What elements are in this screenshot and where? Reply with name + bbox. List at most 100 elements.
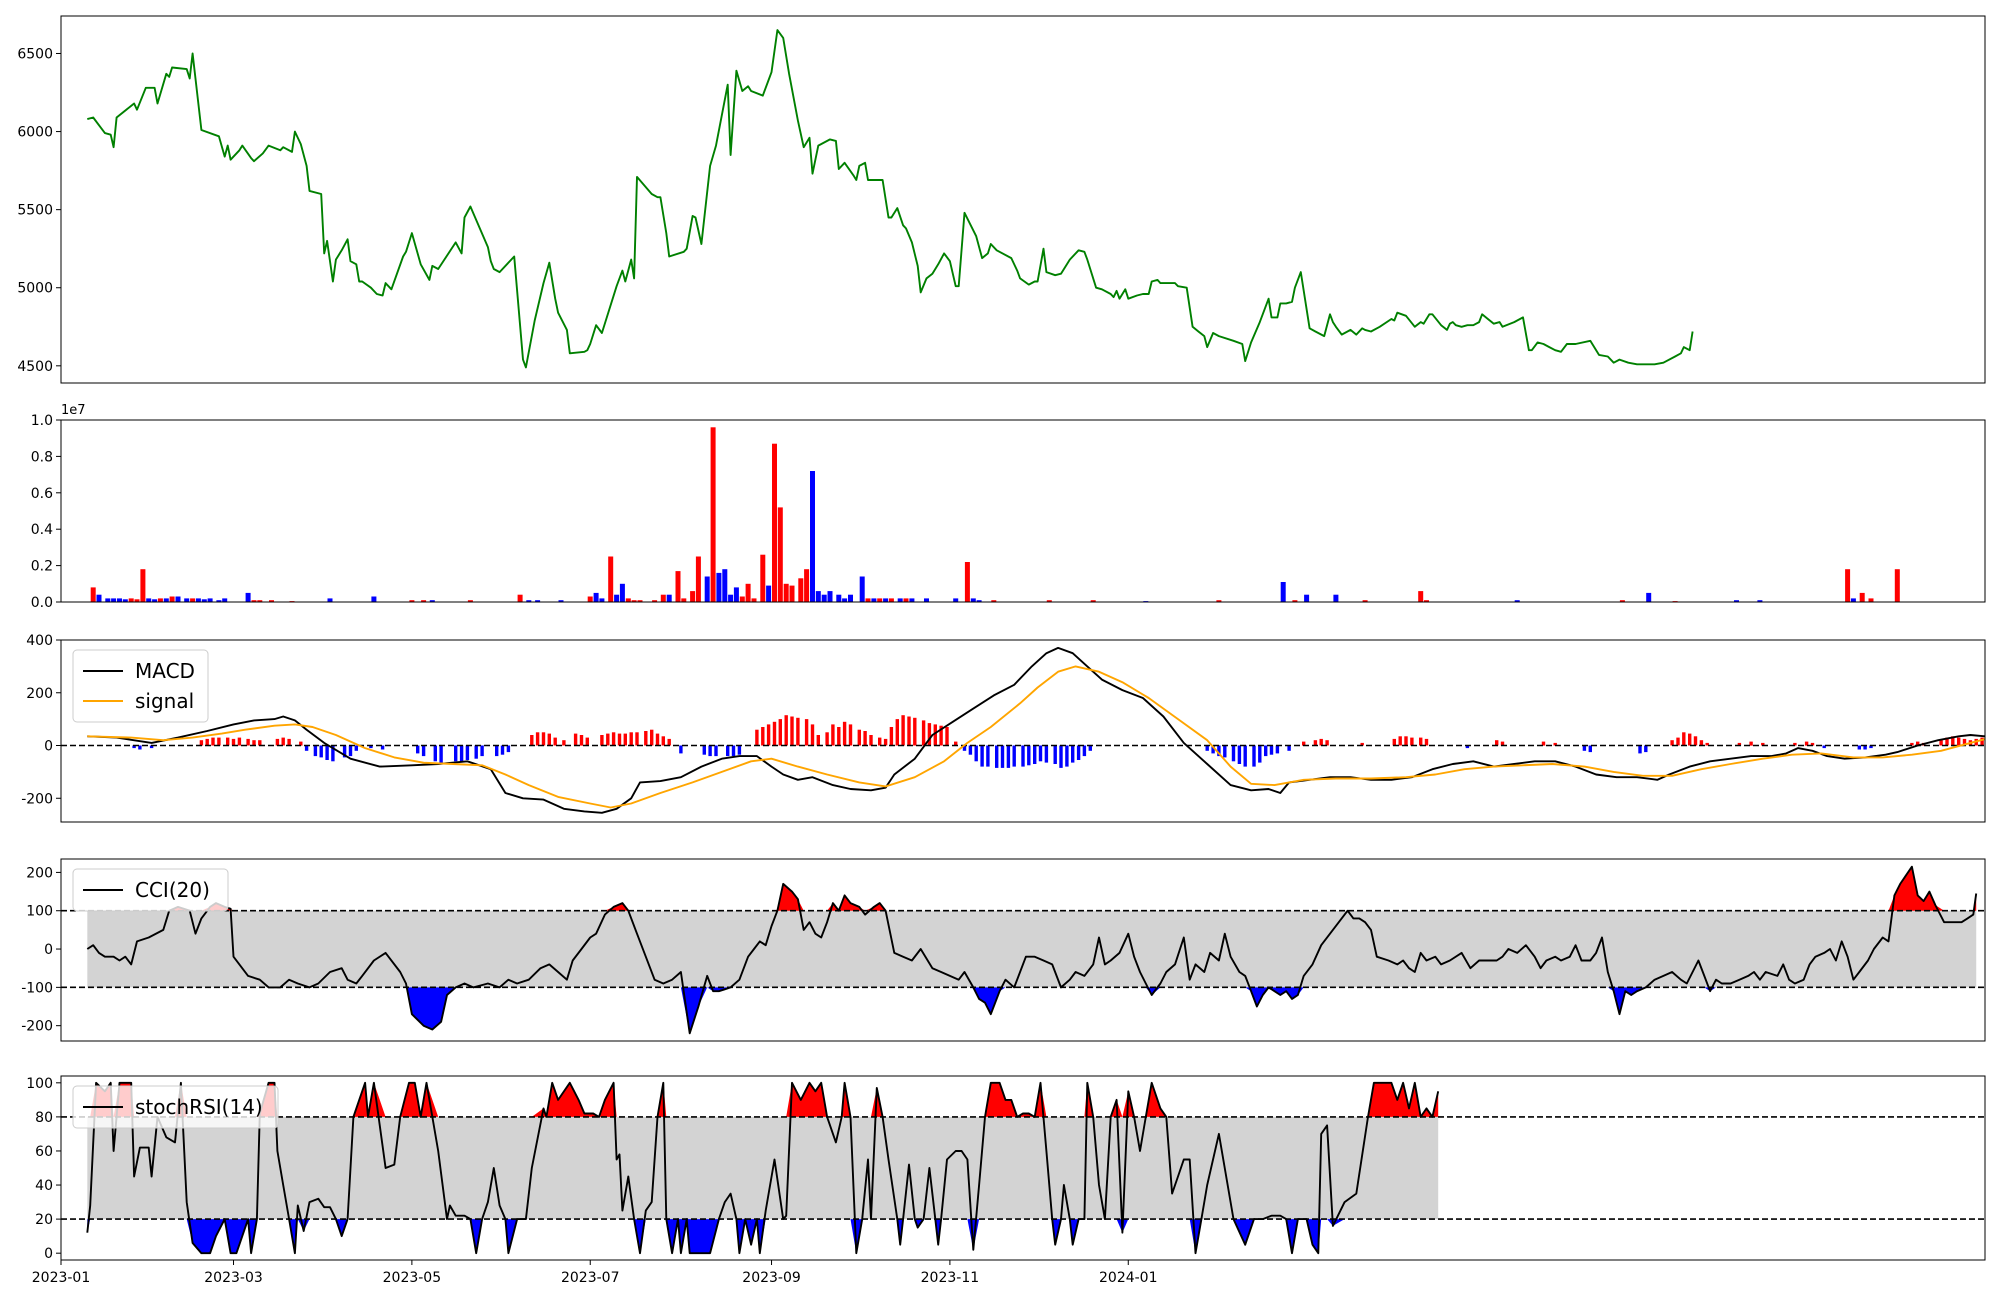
- volume-bar: [1514, 600, 1520, 602]
- macd-histogram-bar: [650, 729, 654, 746]
- macd-histogram-bar: [547, 733, 551, 746]
- macd-histogram-bar: [325, 745, 329, 760]
- macd-histogram-bar: [1957, 737, 1961, 746]
- volume-bar: [517, 594, 523, 602]
- macd-histogram-bar: [380, 745, 385, 750]
- macd-histogram-bar: [1243, 745, 1247, 767]
- cci-ytick-label: -100: [21, 980, 53, 996]
- macd-histogram-bar: [1012, 745, 1016, 767]
- macd-histogram-bar: [1071, 745, 1075, 763]
- macd-histogram-bar: [606, 733, 610, 746]
- macd-histogram-bar: [237, 737, 242, 746]
- stochrsi-ytick-label: 60: [35, 1144, 53, 1160]
- macd-histogram-bar: [816, 735, 820, 746]
- volume-bar: [760, 554, 766, 602]
- macd-histogram-bar: [945, 727, 949, 746]
- volume-bar: [1646, 592, 1652, 602]
- macd-histogram-bar: [1804, 741, 1809, 746]
- volume-bar: [745, 583, 751, 602]
- macd-ytick-label: 400: [26, 633, 53, 649]
- volume-bar: [526, 600, 532, 602]
- volume-bar: [184, 598, 190, 602]
- macd-legend-box: [72, 649, 209, 723]
- cci-ytick-label: 100: [26, 904, 53, 920]
- macd-histogram-bar: [1857, 745, 1861, 750]
- macd-histogram-bar: [354, 745, 358, 751]
- cci-oversold-fill: [87, 987, 1977, 1034]
- volume-bar: [625, 598, 631, 602]
- macd-histogram-bar: [962, 745, 967, 751]
- volume-bar: [1894, 569, 1900, 602]
- macd-histogram-bar: [1995, 740, 1998, 745]
- xtick-label: 2023-03: [204, 1270, 263, 1286]
- macd-histogram-bar: [766, 724, 771, 746]
- macd-histogram-bar: [869, 735, 873, 746]
- volume-bar: [821, 594, 827, 602]
- macd-histogram-bar: [1027, 745, 1031, 766]
- volume-bar: [467, 600, 473, 602]
- xtick-label: 2023-05: [383, 1270, 442, 1286]
- macd-histogram-bar: [939, 725, 943, 746]
- volume-bar: [739, 596, 745, 602]
- macd-panel: -200 0 200 400 MACD signal: [21, 633, 1998, 823]
- cci-ytick-label: 200: [26, 865, 53, 881]
- macd-histogram-bar: [1495, 740, 1499, 746]
- macd-histogram-bar: [319, 745, 323, 758]
- macd-histogram-bar: [796, 717, 800, 746]
- volume-bar: [146, 598, 152, 602]
- macd-histogram-bar: [831, 724, 835, 746]
- macd-histogram-bar: [1810, 742, 1815, 746]
- macd-histogram-bar: [968, 745, 973, 755]
- volume-bar: [608, 556, 614, 602]
- volume-bar: [728, 594, 734, 602]
- macd-histogram-bar: [1269, 745, 1274, 755]
- macd-histogram-bar: [1006, 745, 1011, 768]
- volume-bar: [681, 598, 687, 602]
- volume-bar: [535, 600, 541, 602]
- macd-histogram-bar: [883, 738, 888, 746]
- xtick-label: 2024-01: [1099, 1270, 1158, 1286]
- macd-histogram-bar: [1822, 745, 1826, 749]
- volume-bar: [169, 596, 175, 602]
- volume-bar: [599, 598, 605, 602]
- macd-histogram-bar: [1638, 745, 1642, 754]
- macd-histogram-bar: [211, 737, 215, 746]
- macd-histogram-bar: [1688, 733, 1692, 746]
- macd-histogram-bar: [1059, 745, 1063, 768]
- volume-bar: [201, 599, 207, 602]
- volume-bar: [619, 583, 625, 602]
- volume-bar: [865, 598, 871, 602]
- macd-histogram-bar: [933, 724, 937, 746]
- macd-histogram-bar: [661, 736, 665, 746]
- macd-histogram-bar: [553, 737, 557, 746]
- macd-histogram-bar: [1021, 745, 1025, 767]
- macd-histogram-bar: [927, 723, 932, 746]
- macd-histogram-bar: [679, 745, 683, 754]
- macd-histogram-bar: [731, 745, 736, 757]
- macd-frame: [60, 639, 1986, 823]
- price-ytick-label: 5000: [17, 281, 53, 297]
- macd-ytick-label: -200: [21, 791, 53, 807]
- stochrsi-overbought-fill: [87, 1082, 1439, 1117]
- xtick-label: 2023-09: [742, 1270, 801, 1286]
- macd-histogram-bar: [995, 745, 999, 768]
- macd-histogram-bar: [1910, 742, 1914, 746]
- volume-bar: [1280, 582, 1286, 602]
- macd-histogram-bar: [573, 733, 578, 746]
- macd-histogram-bar: [331, 745, 335, 762]
- macd-histogram-bar: [535, 732, 540, 746]
- macd-histogram-bar: [600, 735, 604, 746]
- volume-bar: [105, 598, 111, 602]
- macd-line: [87, 646, 1985, 814]
- volume-bar: [371, 596, 377, 602]
- macd-ytick-label: 200: [26, 686, 53, 702]
- macd-histogram-bar: [655, 733, 660, 746]
- volume-bar: [421, 600, 427, 602]
- volume-bar: [117, 598, 122, 602]
- volume-bar: [716, 572, 722, 602]
- macd-histogram-bar: [921, 720, 926, 746]
- cci-legend-box: [72, 868, 229, 912]
- volume-bar: [1424, 600, 1429, 602]
- macd-histogram-bar: [585, 737, 589, 746]
- volume-bar: [593, 592, 599, 602]
